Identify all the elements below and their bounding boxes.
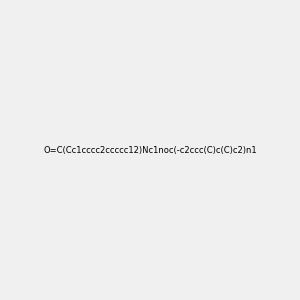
Text: O=C(Cc1cccc2ccccc12)Nc1noc(-c2ccc(C)c(C)c2)n1: O=C(Cc1cccc2ccccc12)Nc1noc(-c2ccc(C)c(C)… [43,146,257,154]
